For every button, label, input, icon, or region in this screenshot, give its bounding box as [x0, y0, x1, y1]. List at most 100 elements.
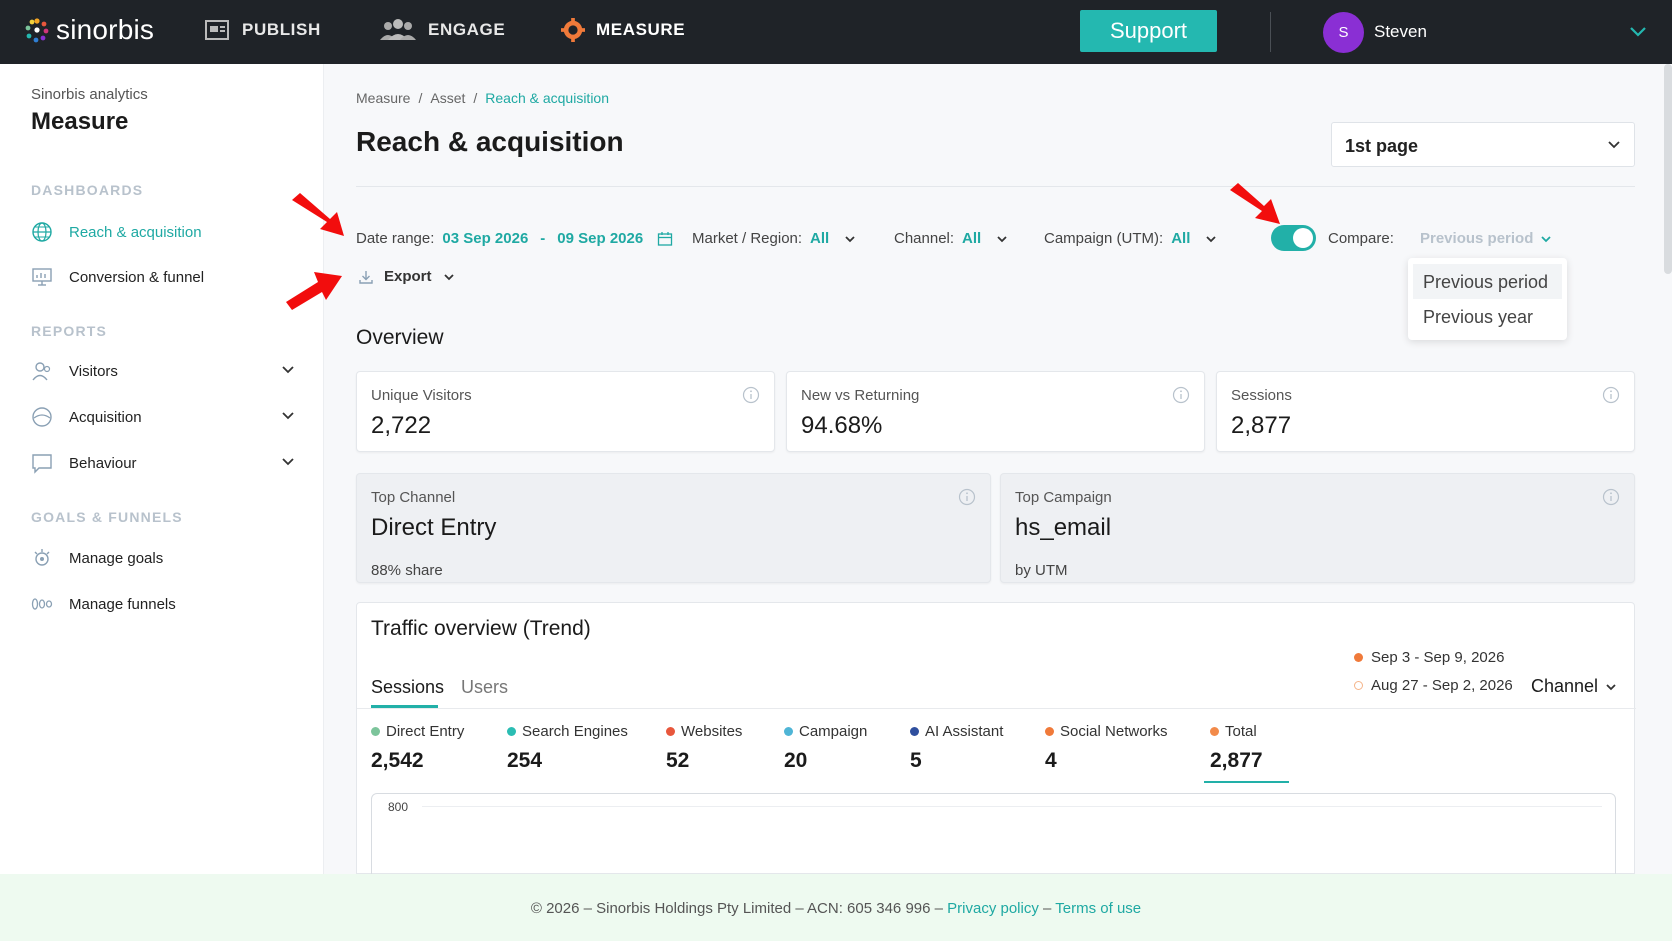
page-select-value: 1st page	[1345, 136, 1419, 156]
sidebar-item-acquisition[interactable]: Acquisition	[31, 402, 296, 432]
download-icon	[359, 270, 373, 284]
chevron-down-icon	[997, 235, 1007, 242]
date-range-label: Date range:	[356, 230, 435, 247]
breadcrumb-separator: /	[473, 90, 478, 106]
acquisition-icon	[32, 407, 52, 427]
card-value: hs_email	[1015, 514, 1112, 541]
sidebar-item-manage-funnels[interactable]: Manage funnels	[31, 589, 296, 619]
metric-websites[interactable]: Websites 52	[666, 723, 742, 773]
sidebar-item-manage-goals[interactable]: Manage goals	[31, 543, 296, 573]
topbar-divider	[1270, 12, 1271, 52]
breadcrumb-measure[interactable]: Measure	[356, 90, 411, 106]
date-to[interactable]: 09 Sep 2026	[557, 230, 644, 247]
card-sessions: Sessions 2,877	[1216, 371, 1635, 452]
scrollbar[interactable]	[1664, 64, 1672, 274]
compare-select[interactable]: Previous period	[1420, 230, 1553, 247]
compare-toggle[interactable]	[1271, 225, 1316, 251]
metric-social-networks[interactable]: Social Networks 4	[1045, 723, 1168, 773]
chevron-down-icon	[443, 273, 454, 280]
section-dashboards: DASHBOARDS	[31, 182, 144, 198]
nav-publish[interactable]: PUBLISH	[204, 18, 321, 42]
chevron-down-icon	[1206, 235, 1216, 242]
chevron-down-icon[interactable]	[280, 408, 296, 424]
date-range-filter[interactable]: Date range: 03 Sep 2026 - 09 Sep 2026	[356, 230, 673, 247]
metric-label: Websites	[681, 723, 743, 740]
divider	[357, 708, 1636, 709]
card-unique-visitors: Unique Visitors 2,722	[356, 371, 775, 452]
market-region-filter[interactable]: Market / Region: All	[692, 230, 857, 247]
card-value: 94.68%	[801, 412, 883, 439]
metric-dot	[666, 727, 675, 736]
info-icon[interactable]	[958, 488, 976, 506]
campaign-filter[interactable]: Campaign (UTM): All	[1044, 230, 1218, 247]
legend-previous-period: Aug 27 - Sep 2, 2026	[1354, 677, 1513, 694]
dropdown-option-previous-period[interactable]: Previous period	[1413, 264, 1562, 299]
info-icon[interactable]	[1602, 386, 1620, 404]
metric-value: 20	[784, 749, 808, 772]
info-icon[interactable]	[1602, 488, 1620, 506]
info-icon[interactable]	[1172, 386, 1190, 404]
channel-filter[interactable]: Channel: All	[894, 230, 1009, 247]
sidebar-item-conversion-funnel[interactable]: Conversion & funnel	[31, 262, 296, 292]
sidebar-item-label: Manage funnels	[69, 595, 176, 613]
sidebar-item-behaviour[interactable]: Behaviour	[31, 448, 296, 478]
support-button[interactable]: Support	[1080, 10, 1217, 52]
sidebar-item-reach-acquisition[interactable]: Reach & acquisition	[31, 217, 296, 247]
metric-value: 2,877	[1210, 749, 1263, 772]
active-tab-indicator	[371, 705, 438, 708]
metric-ai-assistant[interactable]: AI Assistant 5	[910, 723, 1003, 773]
chevron-down-icon[interactable]	[280, 362, 296, 378]
nav-engage[interactable]: ENGAGE	[378, 18, 505, 42]
page-select[interactable]: 1st page	[1331, 122, 1635, 167]
sidebar-item-label: Visitors	[69, 362, 118, 380]
date-dash: -	[540, 230, 546, 247]
card-subtext: 88% share	[371, 562, 443, 579]
sidebar-item-label: Behaviour	[69, 454, 137, 472]
terms-of-use-link[interactable]: Terms of use	[1055, 900, 1142, 917]
card-label: Unique Visitors	[371, 387, 472, 404]
export-button[interactable]: Export	[358, 268, 456, 285]
nav-measure[interactable]: MEASURE	[560, 18, 685, 42]
sidebar-item-label: Acquisition	[69, 408, 142, 426]
red-arrow-icon	[292, 193, 344, 236]
date-from[interactable]: 03 Sep 2026	[442, 230, 529, 247]
compare-dropdown: Previous period Previous year	[1408, 258, 1567, 340]
metric-direct-entry[interactable]: Direct Entry 2,542	[371, 723, 464, 773]
chevron-down-icon[interactable]	[280, 454, 296, 470]
metric-value: 4	[1045, 749, 1057, 772]
tab-sessions[interactable]: Sessions	[371, 677, 445, 697]
metric-label: Total	[1225, 723, 1257, 740]
avatar[interactable]: S	[1323, 12, 1364, 53]
publish-icon	[205, 20, 229, 40]
chevron-down-icon	[1541, 235, 1552, 242]
metric-total[interactable]: Total 2,877	[1210, 723, 1263, 773]
group-by-select[interactable]: Channel	[1531, 676, 1618, 697]
nav-measure-label: MEASURE	[596, 20, 686, 39]
metric-campaign[interactable]: Campaign 20	[784, 723, 867, 773]
sidebar-item-visitors[interactable]: Visitors	[31, 356, 296, 386]
channel-value: All	[962, 230, 982, 247]
info-icon[interactable]	[742, 386, 760, 404]
section-reports: REPORTS	[31, 323, 108, 339]
chevron-down-icon[interactable]	[1628, 22, 1648, 42]
metric-search-engines[interactable]: Search Engines 254	[507, 723, 628, 773]
red-arrow-icon	[1230, 183, 1280, 224]
footer-dash: –	[1043, 900, 1052, 917]
card-label: New vs Returning	[801, 387, 920, 404]
legend-current-period: Sep 3 - Sep 9, 2026	[1354, 649, 1504, 666]
dropdown-option-previous-year[interactable]: Previous year	[1423, 307, 1534, 327]
calendar-icon[interactable]	[657, 231, 673, 247]
sidebar-subtitle: Sinorbis analytics	[31, 86, 148, 103]
sinorbis-logo[interactable]: sinorbis	[24, 14, 154, 46]
metric-dot	[371, 727, 380, 736]
breadcrumb-asset[interactable]: Asset	[430, 90, 466, 106]
logo-text: sinorbis	[56, 14, 155, 45]
tab-users[interactable]: Users	[461, 677, 509, 697]
metric-label: Campaign	[799, 723, 868, 740]
privacy-policy-link[interactable]: Privacy policy	[947, 900, 1039, 917]
card-value: 2,722	[371, 412, 432, 439]
user-name[interactable]: Steven	[1374, 22, 1427, 41]
footer: © 2026 – Sinorbis Holdings Pty Limited –…	[0, 874, 1672, 941]
traffic-title: Traffic overview (Trend)	[371, 617, 591, 640]
people-icon	[380, 19, 416, 40]
